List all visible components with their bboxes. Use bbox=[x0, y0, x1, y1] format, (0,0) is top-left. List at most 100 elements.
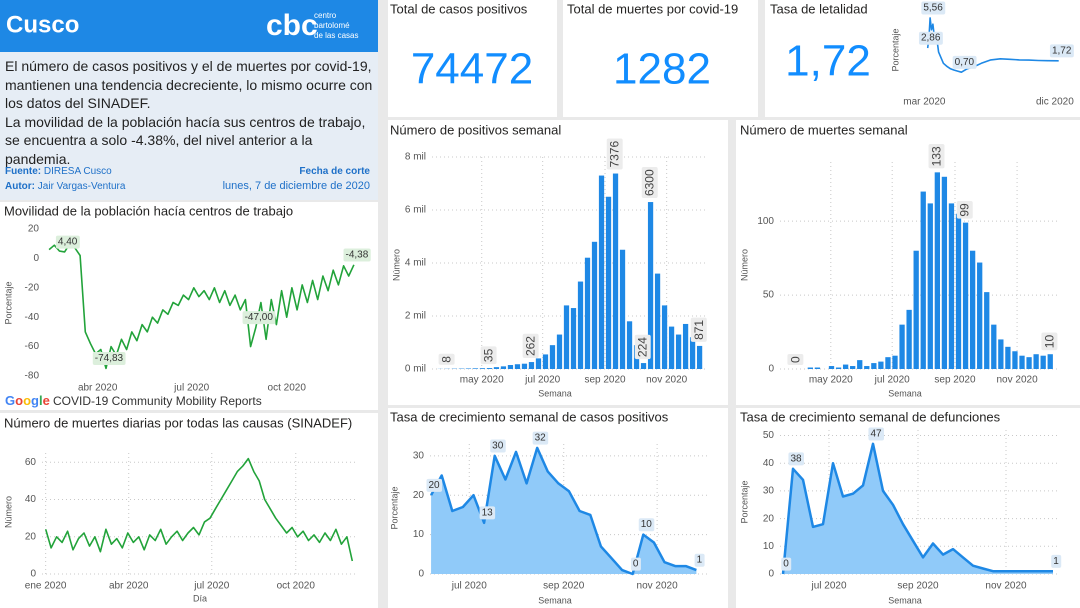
bar bbox=[521, 363, 528, 369]
bar bbox=[605, 196, 612, 369]
y-tick-label: 30 bbox=[413, 450, 425, 461]
data-label-box bbox=[952, 55, 977, 69]
data-label-box bbox=[522, 333, 539, 359]
bar bbox=[472, 368, 479, 369]
bar bbox=[977, 262, 983, 369]
y-tick-label: 40 bbox=[763, 458, 775, 469]
data-label: 262 bbox=[524, 336, 538, 356]
bar bbox=[941, 176, 948, 369]
data-label-box bbox=[690, 317, 707, 342]
x-tick-label: nov 2020 bbox=[646, 375, 688, 386]
header-bar bbox=[0, 0, 378, 52]
bar bbox=[892, 355, 898, 369]
bar bbox=[486, 368, 493, 369]
area bbox=[431, 447, 697, 574]
data-label: 8 bbox=[440, 356, 454, 363]
data-label: 133 bbox=[930, 146, 944, 166]
x-axis-label: Día bbox=[193, 593, 207, 603]
y-axis-label: Porcentaje bbox=[3, 281, 13, 324]
y-tick-label: 6 mil bbox=[405, 205, 426, 216]
chart-panel bbox=[736, 408, 1080, 608]
chart-title: Número de positivos semanal bbox=[390, 122, 561, 137]
bar bbox=[835, 367, 842, 369]
bar bbox=[969, 250, 976, 369]
x-tick-label: sep 2020 bbox=[543, 581, 585, 592]
y-axis-label: Número bbox=[391, 249, 401, 281]
y-axis-label: Número bbox=[739, 249, 749, 281]
bar bbox=[682, 323, 689, 369]
summary-panel bbox=[0, 52, 378, 200]
bar bbox=[535, 358, 542, 369]
bar bbox=[1033, 354, 1039, 369]
data-label-box bbox=[490, 439, 506, 453]
bar bbox=[885, 357, 891, 369]
data-label-box bbox=[788, 452, 804, 466]
y-axis-label: Porcentaje bbox=[389, 486, 399, 529]
data-label: 1,72 bbox=[1052, 45, 1072, 56]
data-label-box bbox=[480, 346, 497, 365]
data-label-box bbox=[638, 518, 655, 532]
bar bbox=[984, 292, 990, 369]
author-value: Jair Vargas-Ventura bbox=[37, 181, 126, 192]
cutoff-value: lunes, 7 de diciembre de 2020 bbox=[222, 180, 370, 192]
bar bbox=[549, 345, 556, 369]
x-tick-label: sep 2020 bbox=[897, 581, 939, 592]
data-label: 2,86 bbox=[921, 33, 941, 44]
data-label: 30 bbox=[492, 440, 504, 451]
chart-title: Movilidad de la población hacía centros … bbox=[4, 203, 293, 218]
data-label-box bbox=[630, 557, 641, 571]
x-tick-label: jul 2020 bbox=[874, 375, 910, 386]
chart-title: Número de muertes diarias por todas las … bbox=[4, 415, 352, 430]
y-tick-label: 0 bbox=[418, 569, 424, 580]
data-label: 0 bbox=[633, 559, 639, 570]
bar bbox=[507, 365, 514, 369]
x-tick-label: jul 2020 bbox=[451, 581, 487, 592]
data-label: 5,56 bbox=[923, 3, 943, 14]
data-label-box bbox=[438, 353, 455, 365]
x-tick-label: jul 2020 bbox=[810, 581, 846, 592]
bar bbox=[878, 361, 884, 369]
data-label: -47,00 bbox=[245, 312, 274, 323]
kpi-card bbox=[388, 0, 557, 117]
data-label-box bbox=[92, 352, 126, 366]
data-label-box bbox=[532, 431, 549, 445]
bar bbox=[934, 172, 940, 369]
bar bbox=[591, 241, 598, 369]
data-label-box bbox=[956, 200, 973, 219]
bar bbox=[619, 249, 626, 369]
x-tick-label: jul 2020 bbox=[193, 581, 229, 592]
x-tick-label: may 2020 bbox=[809, 375, 853, 386]
data-label: 6300 bbox=[643, 169, 657, 196]
bar bbox=[675, 334, 682, 369]
bar bbox=[654, 273, 661, 369]
y-tick-label: 50 bbox=[763, 430, 775, 441]
bar bbox=[1005, 346, 1011, 369]
data-label-box bbox=[928, 144, 945, 169]
line bbox=[781, 442, 1053, 575]
bar bbox=[920, 191, 926, 369]
x-axis-label: Semana bbox=[888, 388, 922, 398]
y-tick-label: 100 bbox=[757, 216, 774, 227]
summary: El número de casos positivos y el de mue… bbox=[5, 57, 377, 168]
y-tick-label: 0 bbox=[33, 253, 39, 264]
source: COVID-19 Community Mobility Reports bbox=[53, 394, 262, 408]
bar bbox=[991, 324, 997, 369]
y-tick-label: 2 mil bbox=[405, 311, 426, 322]
y-tick-label: -60 bbox=[25, 341, 40, 352]
logo: cbc bbox=[266, 9, 318, 42]
bar bbox=[927, 203, 933, 369]
data-label: 0 bbox=[788, 356, 802, 363]
data-label-box bbox=[634, 334, 651, 360]
source-value: DIRESA Cusco bbox=[43, 166, 112, 177]
x-axis-label: Semana bbox=[538, 595, 572, 605]
author-label: Autor: bbox=[5, 181, 35, 192]
bar bbox=[626, 321, 633, 369]
kpi-title: Total de muertes por covid-19 bbox=[567, 1, 738, 16]
data-label-box bbox=[641, 167, 658, 199]
y-tick-label: 0 mil bbox=[405, 364, 426, 375]
bar bbox=[850, 366, 856, 369]
y-tick-label: 10 bbox=[763, 541, 775, 552]
data-label-box bbox=[479, 506, 496, 520]
data-label-box bbox=[868, 427, 884, 441]
